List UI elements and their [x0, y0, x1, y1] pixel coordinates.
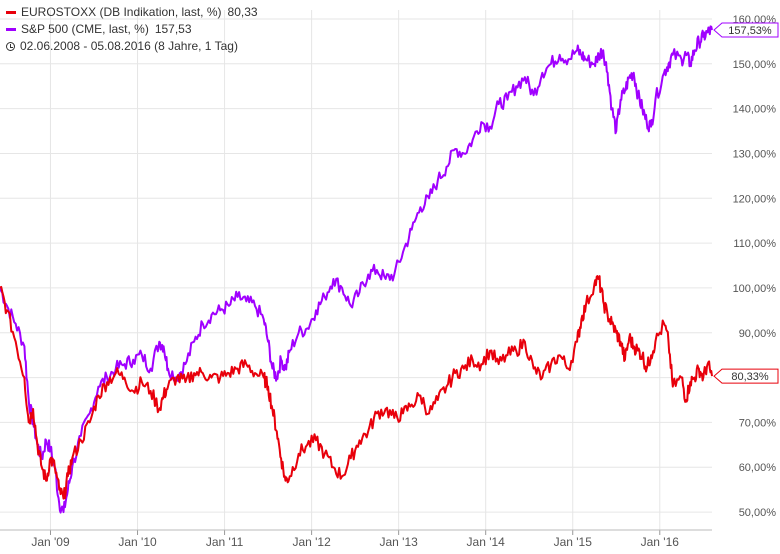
- series-line-sp500: [0, 25, 713, 514]
- chart-legend: EUROSTOXX (DB Indikation, last, %) 80,33…: [6, 4, 258, 55]
- legend-label-eurostoxx: EUROSTOXX (DB Indikation, last, %): [21, 5, 222, 19]
- y-tick-label: 130,00%: [733, 148, 777, 160]
- tag-label: 157,53%: [728, 25, 772, 37]
- x-tick-label: Jan '12: [292, 535, 331, 549]
- y-tick-label: 90,00%: [739, 328, 777, 340]
- legend-swatch-eurostoxx: [6, 11, 16, 14]
- last-value-tags: 157,53% 80,33%: [713, 22, 779, 384]
- legend-value-sp500: 157,53: [154, 22, 192, 36]
- x-axis: Jan '09 Jan '10 Jan '11 Jan '12 Jan '13 Jan '…: [0, 529, 712, 549]
- x-tick-label: Jan '13: [379, 535, 418, 549]
- y-axis: 50,00%60,00%70,00%80,00%90,00%100,00%110…: [733, 14, 777, 519]
- y-tick-label: 150,00%: [733, 59, 777, 71]
- x-tick-label: Jan '14: [467, 535, 506, 549]
- legend-swatch-sp500: [6, 28, 16, 31]
- tag-box: [713, 368, 779, 384]
- y-tick-label: 110,00%: [733, 238, 776, 250]
- series-line-eurostoxx: [0, 275, 713, 500]
- y-tick-label: 100,00%: [733, 283, 777, 295]
- legend-label-sp500: S&P 500 (CME, last, %): [21, 22, 149, 36]
- y-tick-label: 60,00%: [739, 462, 777, 474]
- last-value-tag-eurostoxx: 80,33%: [713, 368, 779, 384]
- x-tick-label: Jan '09: [31, 535, 70, 549]
- chart-series: [0, 25, 713, 514]
- x-tick-label: Jan '15: [554, 535, 593, 549]
- legend-item-eurostoxx[interactable]: EUROSTOXX (DB Indikation, last, %) 80,33: [6, 4, 258, 21]
- x-tick-label: Jan '16: [641, 535, 680, 549]
- legend-date-range: 02.06.2008 - 05.08.2016 (8 Jahre, 1 Tag): [6, 38, 258, 55]
- y-tick-label: 140,00%: [733, 104, 777, 116]
- y-tick-label: 120,00%: [733, 193, 777, 205]
- last-value-tag-sp500: 157,53%: [713, 22, 779, 38]
- x-tick-label: Jan '10: [118, 535, 157, 549]
- y-tick-label: 50,00%: [739, 507, 777, 519]
- tag-box: [713, 22, 779, 38]
- clock-icon: [6, 42, 15, 51]
- y-tick-label: 70,00%: [739, 417, 777, 429]
- tag-label: 80,33%: [731, 371, 769, 383]
- chart-grid: [0, 10, 712, 530]
- legend-value-eurostoxx: 80,33: [227, 5, 258, 19]
- x-tick-label: Jan '11: [206, 535, 244, 549]
- date-range-label: 02.06.2008 - 05.08.2016 (8 Jahre, 1 Tag): [20, 39, 238, 53]
- legend-item-sp500[interactable]: S&P 500 (CME, last, %) 157,53: [6, 21, 258, 38]
